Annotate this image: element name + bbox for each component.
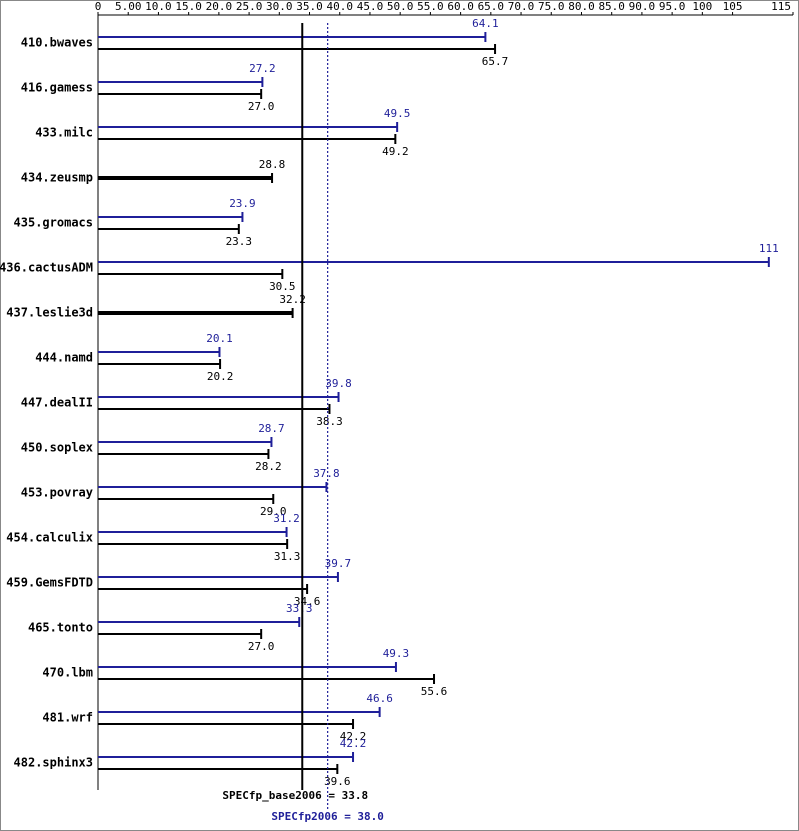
category-label: 433.milc <box>35 126 93 140</box>
value-label: 55.6 <box>421 685 448 698</box>
category-label: 416.gamess <box>21 81 93 95</box>
value-label: 30.5 <box>269 280 296 293</box>
value-label: 39.7 <box>325 557 352 570</box>
x-tick-label: 10.0 <box>145 0 172 13</box>
value-label: 46.6 <box>366 692 393 705</box>
category-label: 459.GemsFDTD <box>6 576 93 590</box>
x-tick-label: 65.0 <box>478 0 505 13</box>
category-label: 465.tonto <box>28 621 93 635</box>
value-label: 65.7 <box>482 55 509 68</box>
value-label: 28.7 <box>258 422 285 435</box>
value-label: 20.2 <box>207 370 234 383</box>
x-tick-label: 85.0 <box>598 0 625 13</box>
x-tick-label: 40.0 <box>326 0 353 13</box>
value-label: 31.2 <box>273 512 300 525</box>
x-tick-label: 25.0 <box>236 0 263 13</box>
x-tick-label: 35.0 <box>296 0 323 13</box>
category-label: 481.wrf <box>42 711 93 725</box>
category-label: 434.zeusmp <box>21 171 93 185</box>
category-label: 437.leslie3d <box>6 306 93 320</box>
value-label: 20.1 <box>206 332 233 345</box>
x-tick-label: 115 <box>771 0 791 13</box>
value-label: 27.0 <box>248 100 275 113</box>
value-label: 49.5 <box>384 107 411 120</box>
value-label: 27.0 <box>248 640 275 653</box>
value-label: 28.2 <box>255 460 282 473</box>
value-label: 49.3 <box>383 647 410 660</box>
x-tick-label: 0 <box>95 0 102 13</box>
x-tick-label: 95.0 <box>659 0 686 13</box>
x-tick-label: 70.0 <box>508 0 535 13</box>
x-tick-label: 15.0 <box>175 0 202 13</box>
value-label: 33.3 <box>286 602 313 615</box>
value-label: 111 <box>759 242 779 255</box>
value-label: 32.2 <box>279 293 306 306</box>
value-label: 29.0 <box>260 505 287 518</box>
value-label: 34.6 <box>294 595 321 608</box>
category-label: 447.dealII <box>21 396 93 410</box>
category-label: 450.soplex <box>21 441 93 455</box>
x-tick-label: 30.0 <box>266 0 293 13</box>
x-tick-label: 75.0 <box>538 0 565 13</box>
value-label: 27.2 <box>249 62 276 75</box>
x-tick-label: 90.0 <box>629 0 656 13</box>
x-tick-label: 20.0 <box>206 0 233 13</box>
value-label: 38.3 <box>316 415 343 428</box>
reference-label: SPECfp2006 = 38.0 <box>271 810 384 823</box>
value-label: 42.2 <box>340 730 367 743</box>
x-tick-label: 80.0 <box>568 0 595 13</box>
category-label: 436.cactusADM <box>0 261 93 275</box>
x-tick-label: 50.0 <box>387 0 414 13</box>
category-label: 453.povray <box>21 486 93 500</box>
x-tick-label: 100 <box>692 0 712 13</box>
value-label: 28.8 <box>259 158 286 171</box>
category-label: 482.sphinx3 <box>14 756 93 770</box>
value-label: 39.6 <box>324 775 351 788</box>
category-label: 470.lbm <box>42 666 93 680</box>
x-tick-label: 60.0 <box>447 0 474 13</box>
x-tick-label: 45.0 <box>357 0 384 13</box>
value-label: 64.1 <box>472 17 499 30</box>
value-label: 31.3 <box>274 550 301 563</box>
category-label: 444.namd <box>35 351 93 365</box>
x-tick-label: 5.00 <box>115 0 142 13</box>
value-label: 49.2 <box>382 145 409 158</box>
reference-label: SPECfp_base2006 = 33.8 <box>222 789 368 802</box>
category-label: 454.calculix <box>6 531 93 545</box>
value-label: 37.8 <box>313 467 340 480</box>
value-label: 23.9 <box>229 197 256 210</box>
x-tick-label: 55.0 <box>417 0 444 13</box>
category-label: 435.gromacs <box>14 216 93 230</box>
value-label: 39.8 <box>325 377 352 390</box>
value-label: 23.3 <box>226 235 253 248</box>
value-label: 42.2 <box>340 737 367 750</box>
x-tick-label: 105 <box>723 0 743 13</box>
category-label: 410.bwaves <box>21 36 93 50</box>
